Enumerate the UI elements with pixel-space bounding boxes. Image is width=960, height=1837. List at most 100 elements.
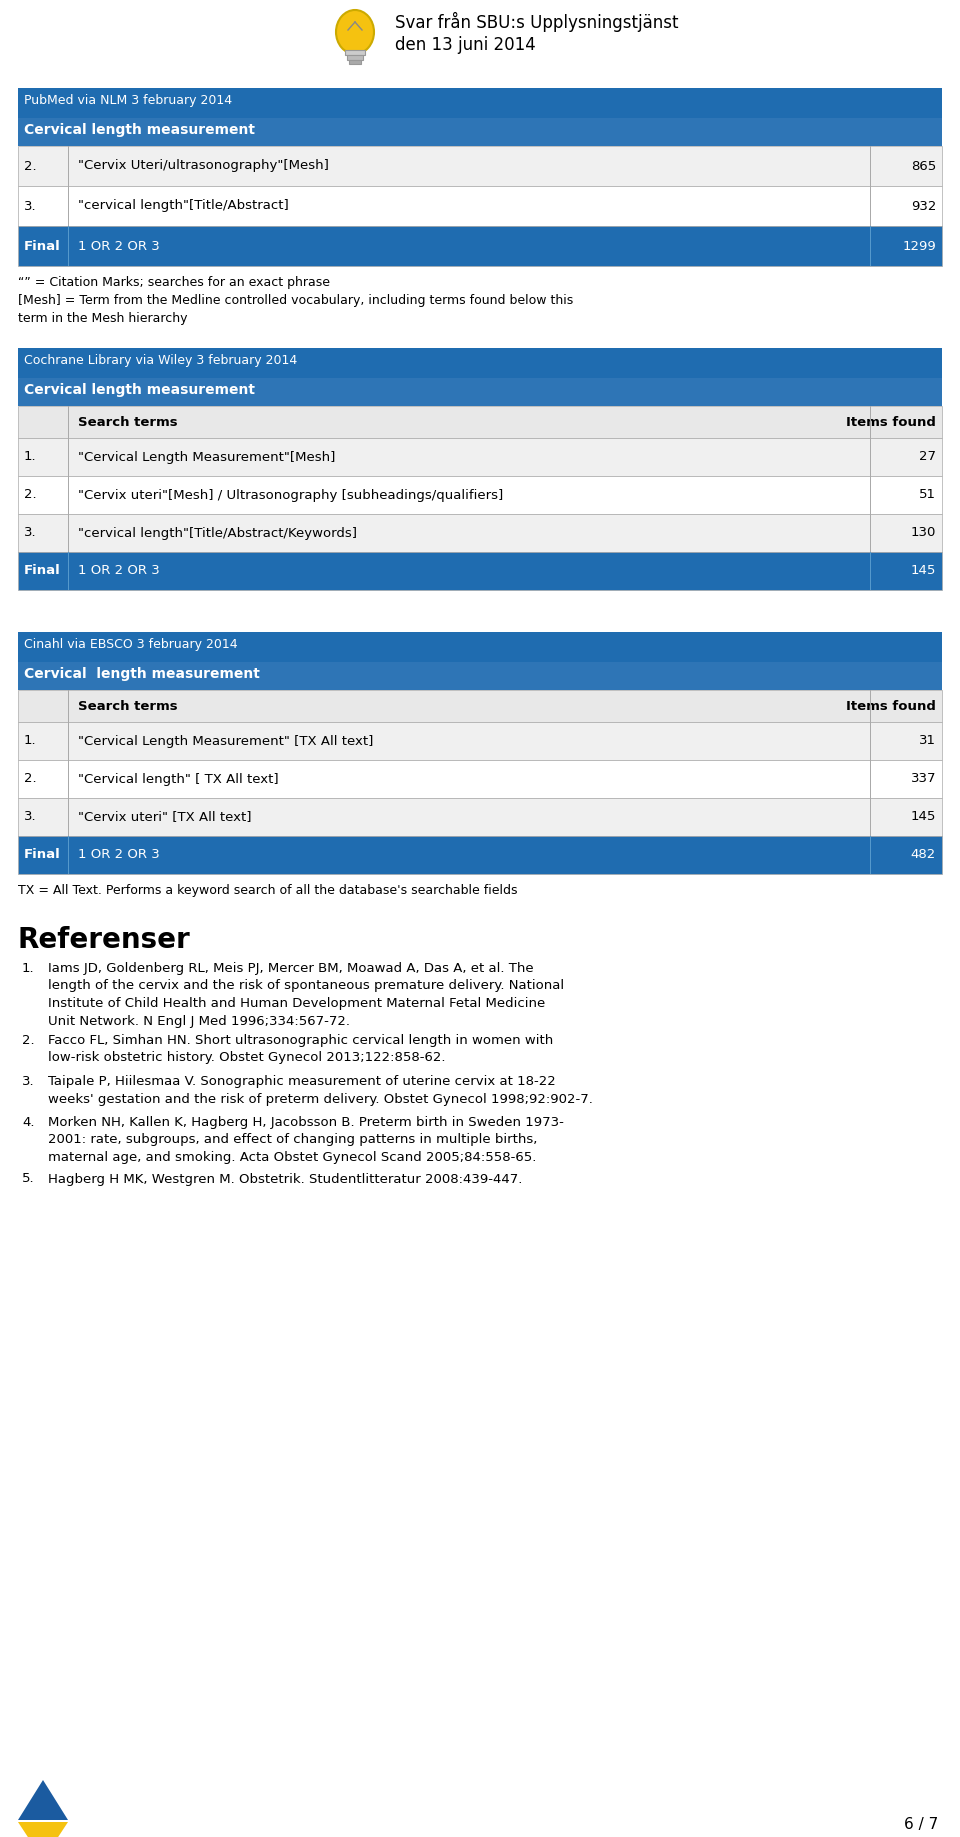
Text: Morken NH, Kallen K, Hagberg H, Jacobsson B. Preterm birth in Sweden 1973-
2001:: Morken NH, Kallen K, Hagberg H, Jacobsso… [48,1117,564,1165]
Text: "cervical length"[Title/Abstract/Keywords]: "cervical length"[Title/Abstract/Keyword… [78,527,357,540]
Bar [18,226,942,266]
Text: 31: 31 [919,735,936,748]
Text: 932: 932 [911,200,936,213]
Text: "Cervix uteri"[Mesh] / Ultrasonography [subheadings/qualifiers]: "Cervix uteri"[Mesh] / Ultrasonography [… [78,489,503,502]
Bar [347,55,363,61]
Text: TX = All Text. Performs a keyword search of all the database's searchable fields: TX = All Text. Performs a keyword search… [18,884,517,896]
Bar [870,476,871,514]
Text: 3.: 3. [22,1075,35,1088]
Text: 27: 27 [919,450,936,463]
Bar [870,722,871,761]
Text: 2BO: 2BO [30,1831,53,1837]
Text: “” = Citation Marks; searches for an exact phrase
[Mesh] = Term from the Medline: “” = Citation Marks; searches for an exa… [18,276,573,325]
Text: SBU: SBU [33,1795,59,1806]
Text: Cervical  length measurement: Cervical length measurement [24,667,260,682]
Text: Cervical length measurement: Cervical length measurement [24,382,255,397]
Text: Final: Final [24,564,60,577]
Text: Search terms: Search terms [78,700,178,713]
Bar [18,347,942,378]
Text: 6 / 7: 6 / 7 [903,1817,938,1833]
Bar [870,406,871,437]
Text: 4.: 4. [22,1117,35,1130]
Bar [18,437,942,476]
Bar [870,836,871,874]
Bar [68,476,69,514]
Bar [18,551,942,590]
Text: 5.: 5. [22,1172,35,1185]
Text: 2.: 2. [24,489,36,502]
Text: Iams JD, Goldenberg RL, Meis PJ, Mercer BM, Moawad A, Das A, et al. The
length o: Iams JD, Goldenberg RL, Meis PJ, Mercer … [48,963,564,1027]
Text: 865: 865 [911,160,936,173]
Text: 3.: 3. [24,810,36,823]
Bar [68,761,69,797]
Bar [18,722,942,761]
Bar [870,761,871,797]
Bar [18,476,942,514]
Bar [18,186,942,226]
Text: 482: 482 [911,849,936,862]
Bar [68,691,69,722]
Text: "Cervical length" [ TX All text]: "Cervical length" [ TX All text] [78,773,278,786]
Bar [68,514,69,551]
Bar [870,691,871,722]
Bar [345,50,365,55]
Bar [18,761,942,797]
Text: 2.: 2. [24,160,36,173]
Text: 1 OR 2 OR 3: 1 OR 2 OR 3 [78,239,159,252]
Text: 51: 51 [919,489,936,502]
Bar [870,551,871,590]
Bar [870,226,871,266]
Bar [68,186,69,226]
Bar [68,836,69,874]
Text: Referenser: Referenser [18,926,191,953]
Text: "Cervical Length Measurement"[Mesh]: "Cervical Length Measurement"[Mesh] [78,450,335,463]
Bar [18,514,942,551]
Text: "Cervical Length Measurement" [TX All text]: "Cervical Length Measurement" [TX All te… [78,735,373,748]
Text: 2.: 2. [22,1034,35,1047]
Bar [68,722,69,761]
Bar [18,836,942,874]
Text: "Cervix uteri" [TX All text]: "Cervix uteri" [TX All text] [78,810,252,823]
Text: Cinahl via EBSCO 3 february 2014: Cinahl via EBSCO 3 february 2014 [24,637,238,650]
Text: Items found: Items found [846,415,936,428]
Polygon shape [18,1822,68,1837]
Text: 1.: 1. [22,963,35,975]
Bar [68,797,69,836]
Bar [18,88,942,118]
Bar [18,632,942,661]
Bar [870,145,871,186]
Text: 1.: 1. [24,735,36,748]
Text: Svar från SBU:s Upplysningstjänst
den 13 juni 2014: Svar från SBU:s Upplysningstjänst den 13… [395,13,679,55]
Text: 1 OR 2 OR 3: 1 OR 2 OR 3 [78,849,159,862]
Text: 145: 145 [911,564,936,577]
Text: Cervical length measurement: Cervical length measurement [24,123,255,138]
Text: 3.: 3. [24,527,36,540]
Bar [68,145,69,186]
Bar [68,226,69,266]
Bar [18,145,942,186]
Bar [68,551,69,590]
Text: Search terms: Search terms [78,415,178,428]
Bar [68,406,69,437]
Ellipse shape [336,9,374,53]
Text: 2.: 2. [24,773,36,786]
Text: 145: 145 [911,810,936,823]
Text: 1299: 1299 [902,239,936,252]
Bar [18,797,942,836]
Text: Taipale P, Hiilesmaa V. Sonographic measurement of uterine cervix at 18-22
weeks: Taipale P, Hiilesmaa V. Sonographic meas… [48,1075,593,1106]
Bar [18,661,942,691]
Bar [870,797,871,836]
Bar [18,406,942,437]
Text: Final: Final [24,239,60,252]
Text: 3.: 3. [24,200,36,213]
Text: "Cervix Uteri/ultrasonography"[Mesh]: "Cervix Uteri/ultrasonography"[Mesh] [78,160,329,173]
Text: 1 OR 2 OR 3: 1 OR 2 OR 3 [78,564,159,577]
Bar [870,514,871,551]
Bar [18,691,942,722]
Text: Items found: Items found [846,700,936,713]
Text: 130: 130 [911,527,936,540]
Bar [870,186,871,226]
Text: Cochrane Library via Wiley 3 february 2014: Cochrane Library via Wiley 3 february 20… [24,355,298,367]
Text: 337: 337 [910,773,936,786]
Bar [870,437,871,476]
